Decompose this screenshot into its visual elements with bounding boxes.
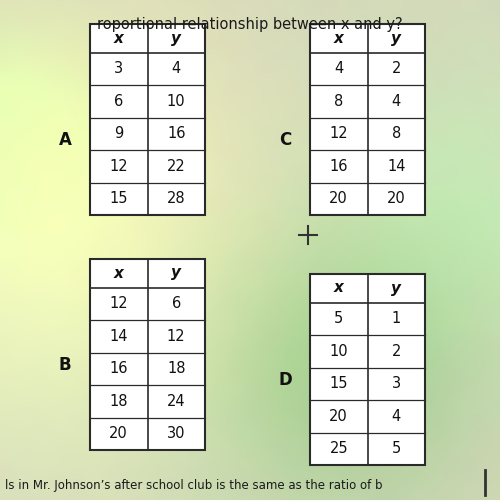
- Text: y: y: [171, 30, 181, 46]
- Text: 5: 5: [334, 311, 344, 326]
- Text: y: y: [391, 280, 401, 295]
- FancyBboxPatch shape: [90, 258, 205, 450]
- Text: 3: 3: [392, 376, 401, 391]
- Text: C: C: [279, 131, 291, 149]
- Text: 16: 16: [110, 361, 128, 376]
- Text: 2: 2: [392, 62, 401, 76]
- Text: y: y: [171, 266, 181, 280]
- Text: 14: 14: [110, 329, 128, 344]
- Text: 1: 1: [392, 311, 401, 326]
- Text: 20: 20: [330, 192, 348, 206]
- FancyBboxPatch shape: [310, 24, 425, 215]
- Text: 12: 12: [330, 126, 348, 142]
- Text: 8: 8: [334, 94, 344, 109]
- Text: 10: 10: [167, 94, 186, 109]
- Text: D: D: [278, 371, 292, 389]
- Text: 16: 16: [330, 159, 348, 174]
- Text: 10: 10: [330, 344, 348, 359]
- Text: 2: 2: [392, 344, 401, 359]
- Text: x: x: [334, 280, 344, 295]
- Text: 30: 30: [167, 426, 186, 442]
- Text: 24: 24: [167, 394, 186, 409]
- Text: 15: 15: [330, 376, 348, 391]
- Text: y: y: [391, 30, 401, 46]
- Text: 16: 16: [167, 126, 186, 142]
- Text: B: B: [58, 356, 71, 374]
- Text: 22: 22: [167, 159, 186, 174]
- Text: 25: 25: [330, 441, 348, 456]
- Text: 20: 20: [330, 409, 348, 424]
- Text: 28: 28: [167, 192, 186, 206]
- FancyBboxPatch shape: [310, 274, 425, 465]
- Text: 8: 8: [392, 126, 401, 142]
- Text: 3: 3: [114, 62, 124, 76]
- Text: 20: 20: [110, 426, 128, 442]
- Text: ls in Mr. Johnson’s after school club is the same as the ratio of b: ls in Mr. Johnson’s after school club is…: [5, 480, 382, 492]
- Text: 6: 6: [172, 296, 181, 311]
- FancyBboxPatch shape: [90, 24, 205, 215]
- Text: x: x: [114, 30, 124, 46]
- Text: 4: 4: [334, 62, 344, 76]
- Text: 14: 14: [387, 159, 406, 174]
- Text: 4: 4: [172, 62, 181, 76]
- Text: 12: 12: [110, 159, 128, 174]
- Text: 18: 18: [110, 394, 128, 409]
- Text: 4: 4: [392, 409, 401, 424]
- Text: 4: 4: [392, 94, 401, 109]
- Text: roportional relationship between x and y?: roportional relationship between x and y…: [97, 18, 403, 32]
- Text: 12: 12: [167, 329, 186, 344]
- Text: A: A: [58, 131, 71, 149]
- Text: 12: 12: [110, 296, 128, 311]
- Text: 6: 6: [114, 94, 124, 109]
- Text: x: x: [334, 30, 344, 46]
- Text: 20: 20: [387, 192, 406, 206]
- Text: 5: 5: [392, 441, 401, 456]
- Text: x: x: [114, 266, 124, 280]
- Text: 9: 9: [114, 126, 124, 142]
- Text: 15: 15: [110, 192, 128, 206]
- Text: 18: 18: [167, 361, 186, 376]
